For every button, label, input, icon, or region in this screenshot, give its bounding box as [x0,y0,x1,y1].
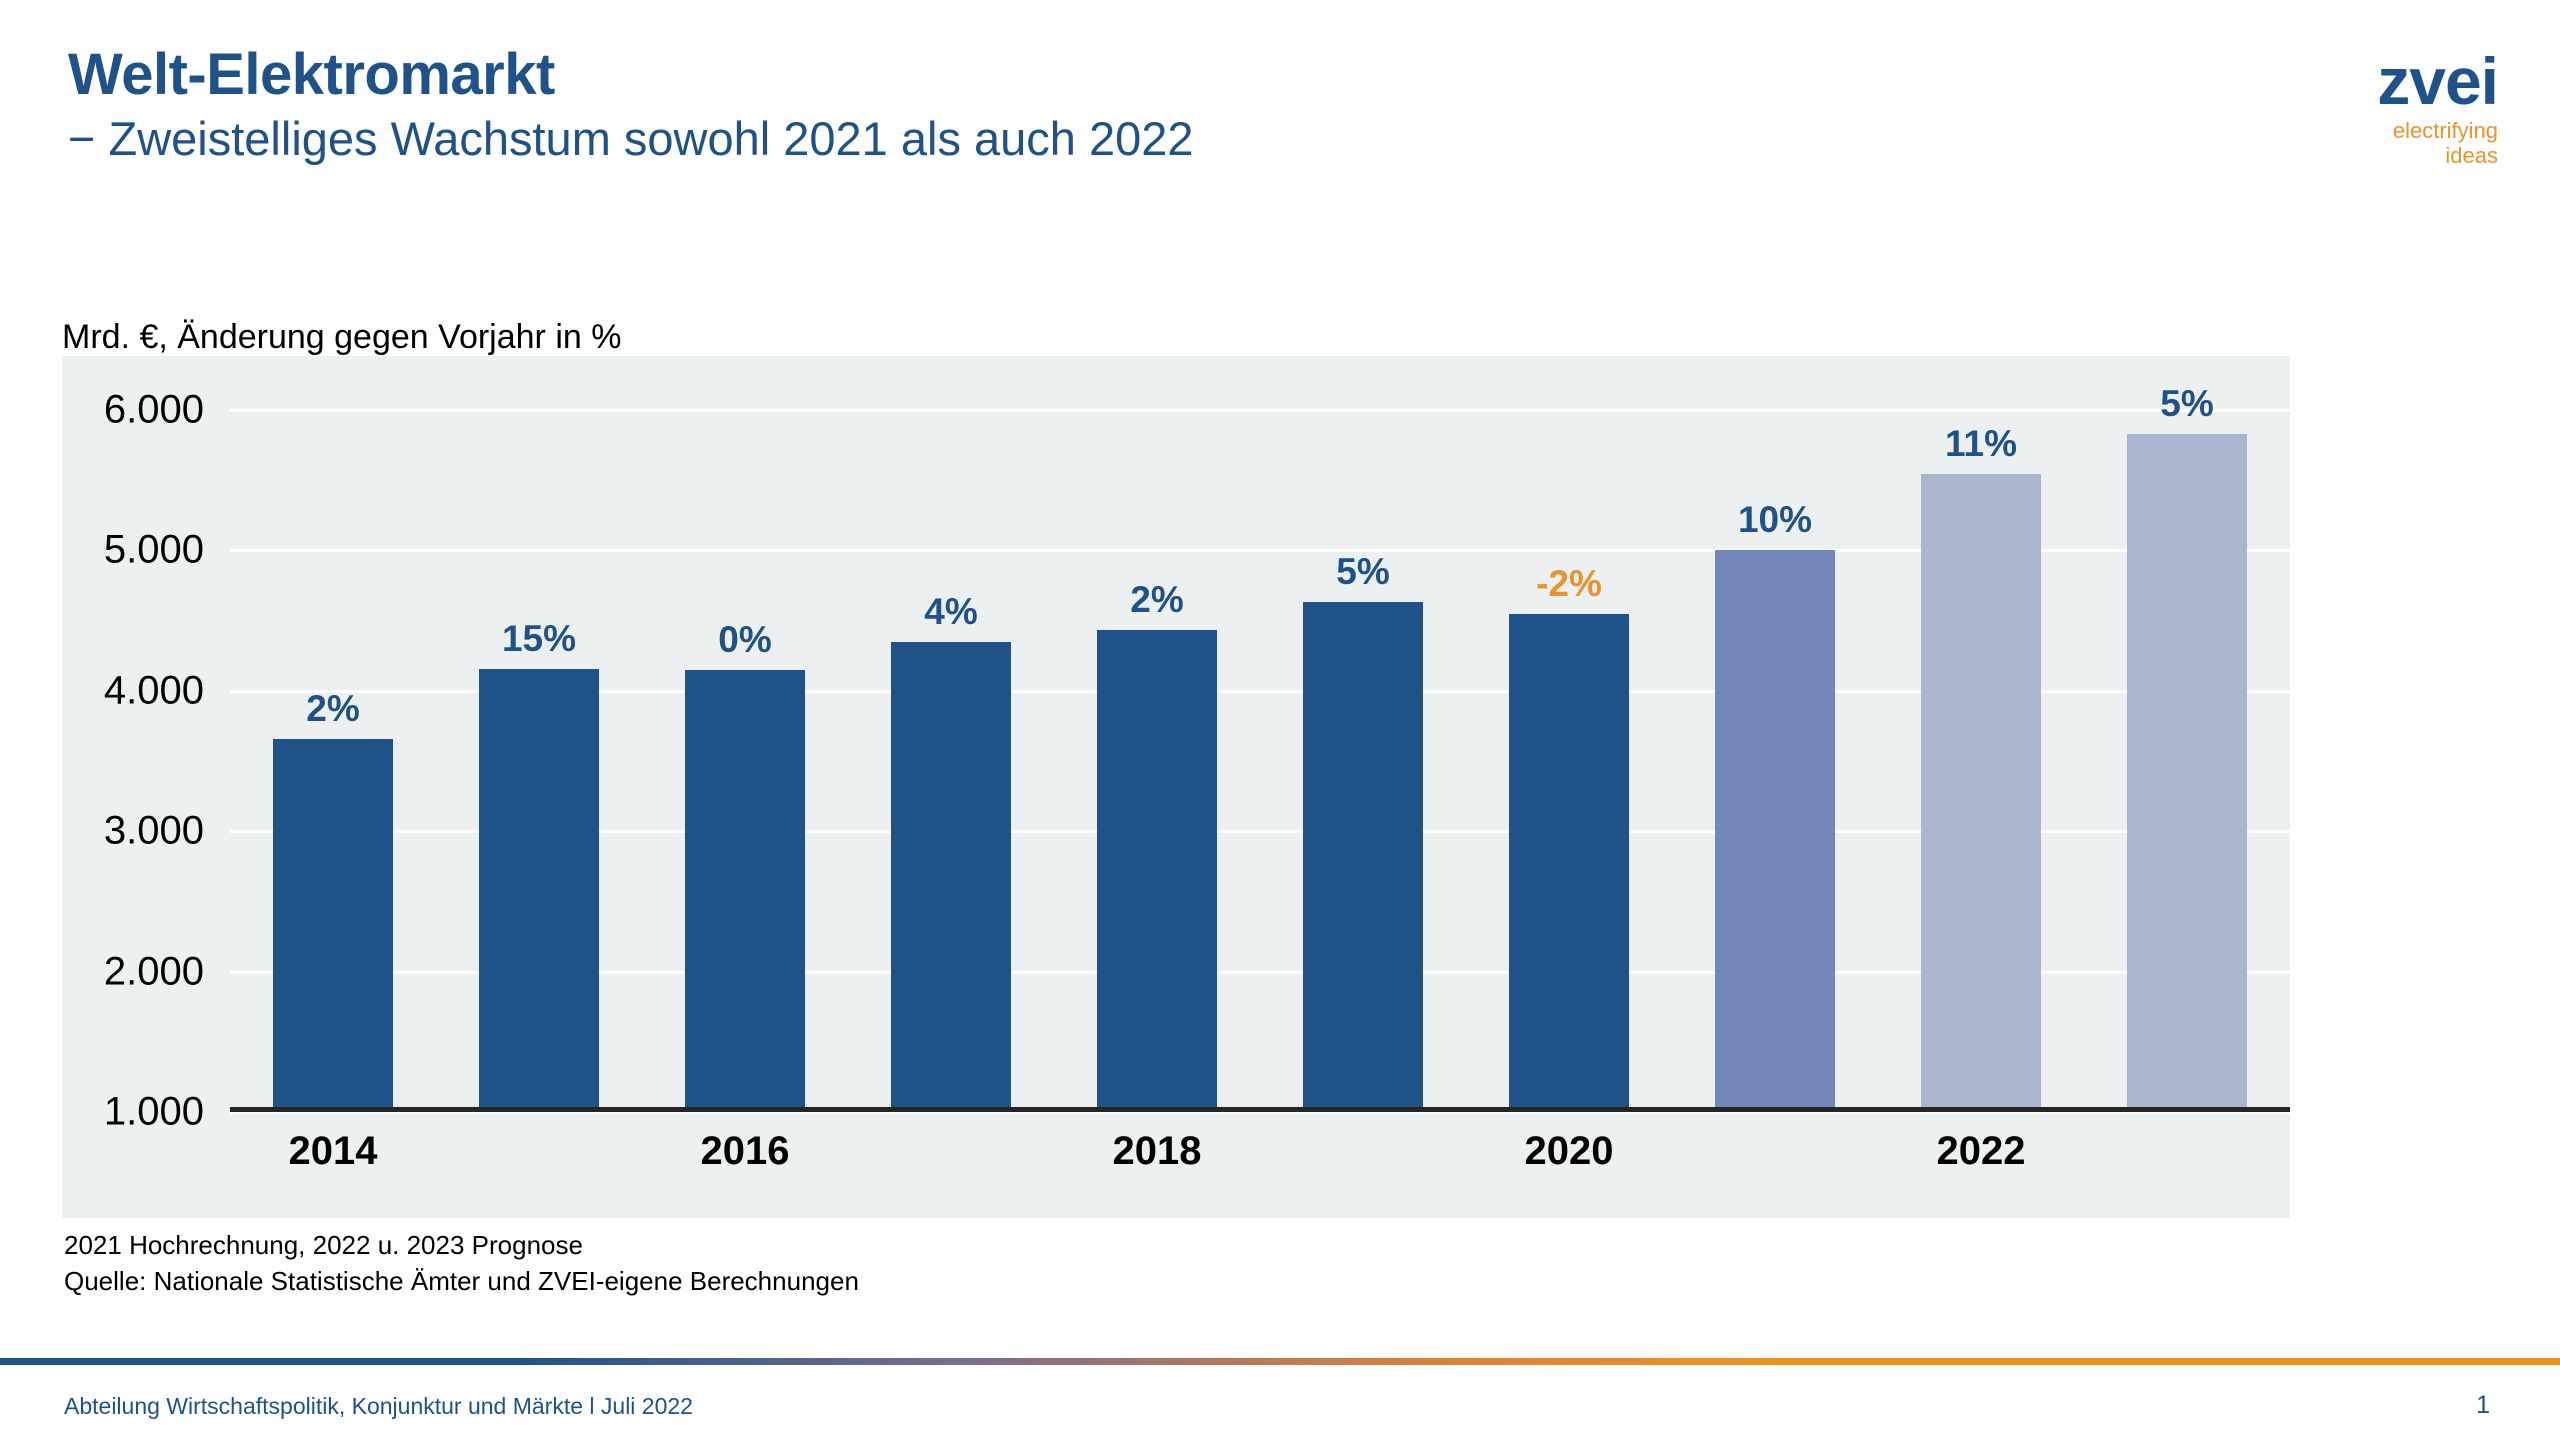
bar-value-label: 15% [501,617,577,659]
bar-value-label: 5% [2160,383,2214,425]
bar-value-label: 5% [1336,550,1390,592]
note-line-1: 2021 Hochrechnung, 2022 u. 2023 Prognose [64,1230,583,1260]
x-axis-tick-label: 2020 [1524,1129,1614,1173]
bar[interactable]: 2% [273,688,393,1107]
bar-series: 2% 2014 15% 0% 2016 4% 2% 2018 5% -2% 2020 10% 11% 20… [230,383,2290,1173]
bar-group[interactable]: 10% [1672,405,1878,1107]
bar-value-label: 10% [1737,498,1813,540]
footer-divider [0,1358,2560,1365]
bar-group[interactable]: 4% [848,405,1054,1107]
gridline [230,1111,2290,1114]
bar[interactable]: 5% [1303,551,1423,1107]
x-axis-tick-label: 2016 [700,1129,790,1173]
bar[interactable]: 11% [1921,423,2041,1107]
bar-value-label: 11% [1944,422,2017,464]
bar-group[interactable]: 5% [2084,383,2290,1107]
bar[interactable]: 5% [2127,383,2247,1107]
title-block: Welt-Elektromarkt − Zweistelliges Wachst… [68,44,1194,167]
bar-value-label: -2% [1536,563,1602,605]
bar[interactable]: 2% [1097,579,1217,1107]
bar-group[interactable]: 2% 2014 [230,405,436,1173]
page-subtitle: − Zweistelliges Wachstum sowohl 2021 als… [68,112,1194,166]
bar[interactable]: 15% [479,618,599,1107]
logo-tagline-line2: ideas [2445,142,2498,168]
gridline [230,409,2290,412]
gridline [230,549,2290,553]
bar-group[interactable]: 5% [1260,405,1466,1107]
chart-panel: 1.000 2.000 3.000 4.000 5.000 6.000 2% 2014 15%… [62,356,2290,1218]
bar[interactable]: 4% [891,591,1011,1107]
x-axis-tick-label: 2018 [1112,1129,1202,1173]
x-axis-tick-label: 2022 [1936,1129,2026,1173]
page-title: Welt-Elektromarkt [68,42,555,107]
gridline [230,830,2290,834]
gridline [230,689,2290,693]
bar[interactable]: -2% [1509,563,1629,1107]
x-axis-line [230,1107,2290,1112]
logo-wordmark: zvei [2377,44,2499,118]
note-line-2: Quelle: Nationale Statistische Ämter und… [64,1265,859,1296]
plot-area: 1.000 2.000 3.000 4.000 5.000 6.000 2% 2014 15%… [104,383,2290,1173]
y-axis-tick-label: 2.000 [103,949,204,994]
zvei-logo: zvei electrifying ideas [2377,44,2499,168]
y-axis-tick-label: 4.000 [103,668,204,713]
logo-tagline-line1: electrifying [2392,118,2498,143]
bar[interactable]: 0% [685,619,805,1107]
chart-notes: 2021 Hochrechnung, 2022 u. 2023 Prognose… [64,1228,859,1299]
bar-group[interactable]: -2% 2020 [1466,405,1672,1173]
y-axis-tick-label: 1.000 [103,1089,204,1134]
bar-group[interactable]: 15% [436,405,642,1107]
footer-department: Abteilung Wirtschaftspolitik, Konjunktur… [64,1393,693,1419]
x-axis-tick-label: 2014 [288,1129,378,1173]
y-axis-tick-label: 6.000 [103,387,204,432]
bar-group[interactable]: 0% 2016 [642,405,848,1173]
bar-value-label: 2% [306,688,360,730]
y-axis-tick-label: 3.000 [103,808,204,853]
bar[interactable]: 10% [1715,499,1835,1107]
bar-value-label: 4% [924,591,978,633]
bar-value-label: 2% [1130,578,1184,620]
bar-group[interactable]: 2% 2018 [1054,405,1260,1173]
axis-unit-label: Mrd. €, Änderung gegen Vorjahr in % [62,318,622,356]
bar-value-label: 0% [718,619,772,661]
bar-group[interactable]: 11% 2022 [1878,405,2084,1173]
page-number: 1 [2476,1391,2490,1419]
gridline [230,970,2290,974]
y-axis-tick-label: 5.000 [103,527,204,572]
